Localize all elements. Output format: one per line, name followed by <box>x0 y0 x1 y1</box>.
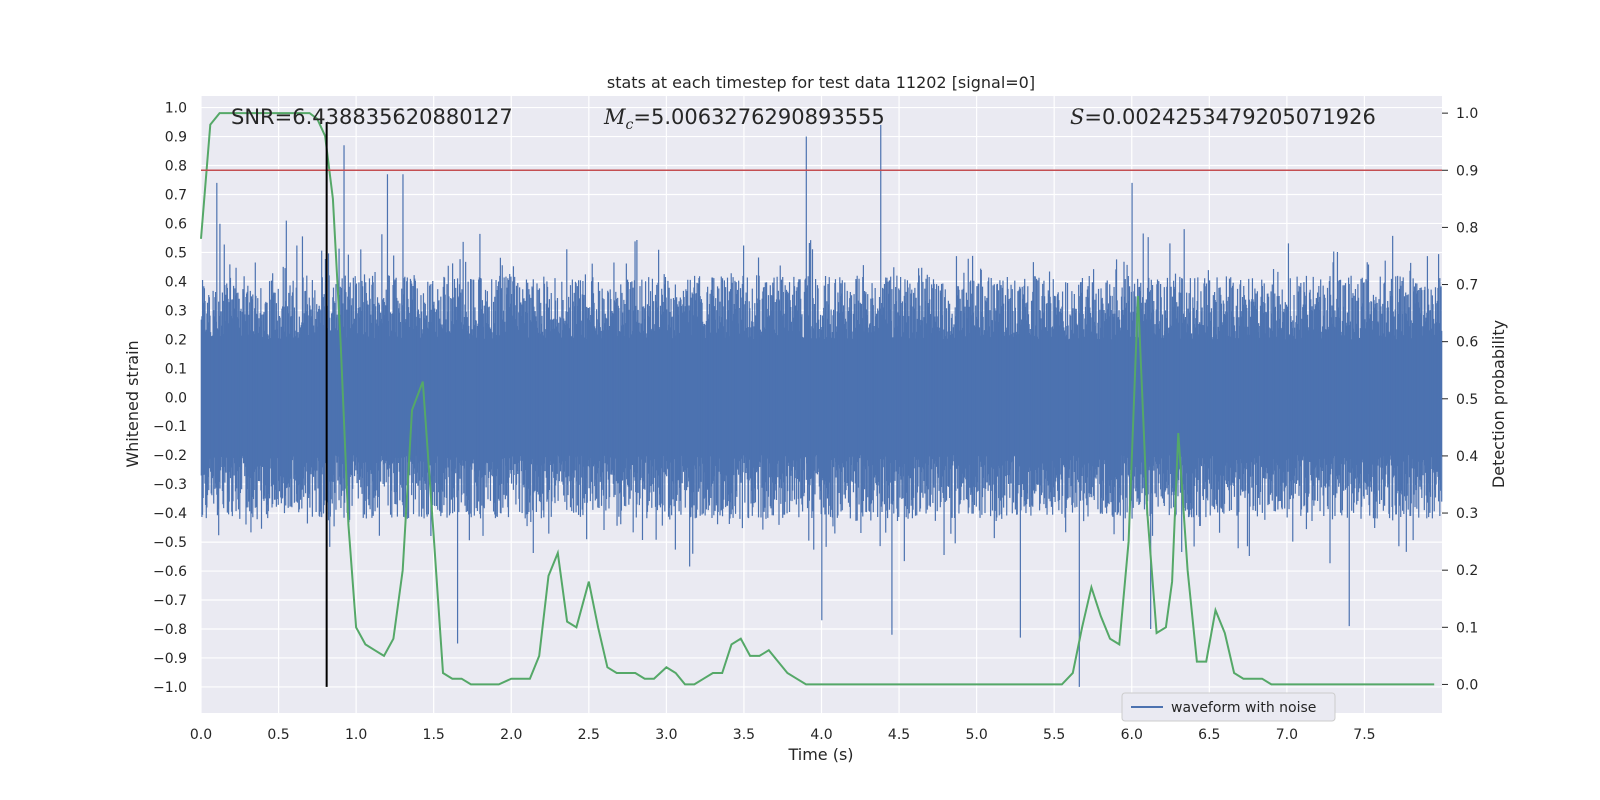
x-tick-label: 1.0 <box>345 727 367 743</box>
y-right-tick-label: 0.6 <box>1456 335 1478 351</box>
x-tick-label: 7.0 <box>1276 727 1298 743</box>
chart-title: stats at each timestep for test data 112… <box>607 73 1035 92</box>
y-left-tick-label: 0.6 <box>165 216 187 232</box>
y-right-tick-label: 0.4 <box>1456 449 1478 465</box>
y-left-tick-label: 0.4 <box>165 274 187 290</box>
chirp-mass-symbol: M <box>603 105 626 129</box>
x-tick-label: 7.5 <box>1353 727 1375 743</box>
x-tick-label: 3.5 <box>733 727 755 743</box>
x-tick-label: 4.5 <box>888 727 910 743</box>
y-right-tick-label: 0.3 <box>1456 506 1478 522</box>
y-right-tick-label: 0.1 <box>1456 620 1478 636</box>
y-left-tick-label: −0.2 <box>153 448 187 464</box>
y-right-tick-label: 0.8 <box>1456 220 1478 236</box>
y-left-tick-label: 0.5 <box>165 245 187 261</box>
y-left-tick-label: −0.1 <box>153 419 187 435</box>
y-left-tick-label: 0.9 <box>165 130 187 146</box>
y-left-tick-label: −0.5 <box>153 535 187 551</box>
y-left-tick-label: −0.6 <box>153 564 187 580</box>
y-left-tick-label: −0.3 <box>153 477 187 493</box>
series-detection-probability <box>200 112 1435 686</box>
x-tick-label: 5.0 <box>965 727 987 743</box>
y-left-tick-label: −1.0 <box>153 680 187 696</box>
y-right-tick-label: 0.9 <box>1456 163 1478 179</box>
x-tick-label: 6.0 <box>1121 727 1143 743</box>
y-left-tick-label: 0.1 <box>165 361 187 377</box>
y-left-axis-label: Whitened strain <box>123 340 142 467</box>
y-right-axis-label: Detection probability <box>1489 320 1508 488</box>
x-tick-label: 5.5 <box>1043 727 1065 743</box>
chirp-mass-value: =5.0063276290893555 <box>633 105 884 129</box>
x-tick-label: 0.0 <box>190 727 212 743</box>
y-left-tick-label: 0.3 <box>165 303 187 319</box>
y-left-axis-ticks: 1.0 0.9 0.8 0.7 0.6 0.5 0.4 0.3 0.2 0.1 0.0 −0.1 −0.… <box>153 101 187 696</box>
statistic-annotation: S=0.0024253479205071926 <box>1070 105 1376 129</box>
x-tick-label: 1.5 <box>423 727 445 743</box>
y-left-tick-label: −0.4 <box>153 506 187 522</box>
x-tick-label: 2.5 <box>578 727 600 743</box>
x-tick-label: 4.0 <box>810 727 832 743</box>
y-left-tick-label: −0.8 <box>153 622 187 638</box>
x-axis-label: Time (s) <box>787 745 853 764</box>
y-right-axis-ticks: 1.0 0.9 0.8 0.7 0.6 0.5 0.4 0.3 0.2 0.1 0.0 <box>1442 106 1478 693</box>
y-right-tick-label: 0.5 <box>1456 392 1478 408</box>
y-left-tick-label: 0.7 <box>165 187 187 203</box>
y-right-tick-label: 1.0 <box>1456 106 1478 122</box>
snr-annotation: SNR=6.438835620880127 <box>231 105 513 129</box>
x-axis-ticks: 0.0 0.5 1.0 1.5 2.0 2.5 3.0 3.5 4.0 4.5 5.0 5.5 6.0 6… <box>190 727 1376 743</box>
y-right-tick-label: 0.0 <box>1456 677 1478 693</box>
legend-entry: waveform with noise <box>1171 700 1316 716</box>
y-left-tick-label: 0.2 <box>165 332 187 348</box>
x-tick-label: 3.0 <box>655 727 677 743</box>
y-left-tick-label: −0.7 <box>153 593 187 609</box>
x-tick-label: 0.5 <box>267 727 289 743</box>
x-tick-label: 6.5 <box>1198 727 1220 743</box>
legend-box <box>1121 692 1336 722</box>
y-left-tick-label: −0.9 <box>153 651 187 667</box>
y-left-tick-label: 0.8 <box>165 159 187 175</box>
y-left-tick-label: 1.0 <box>165 101 187 117</box>
x-tick-label: 2.0 <box>500 727 522 743</box>
chirp-mass-subscript: c <box>626 117 634 133</box>
y-left-tick-label: 0.0 <box>165 390 187 406</box>
legend: waveform with noise <box>1121 692 1336 722</box>
series-waveform-with-noise <box>200 124 1443 687</box>
y-right-tick-label: 0.2 <box>1456 563 1478 579</box>
chirp-mass-annotation: Mc=5.0063276290893555 <box>603 105 885 133</box>
y-right-tick-label: 0.7 <box>1456 278 1478 294</box>
statistic-symbol: S <box>1070 105 1084 129</box>
statistic-value: =0.0024253479205071926 <box>1084 105 1376 129</box>
